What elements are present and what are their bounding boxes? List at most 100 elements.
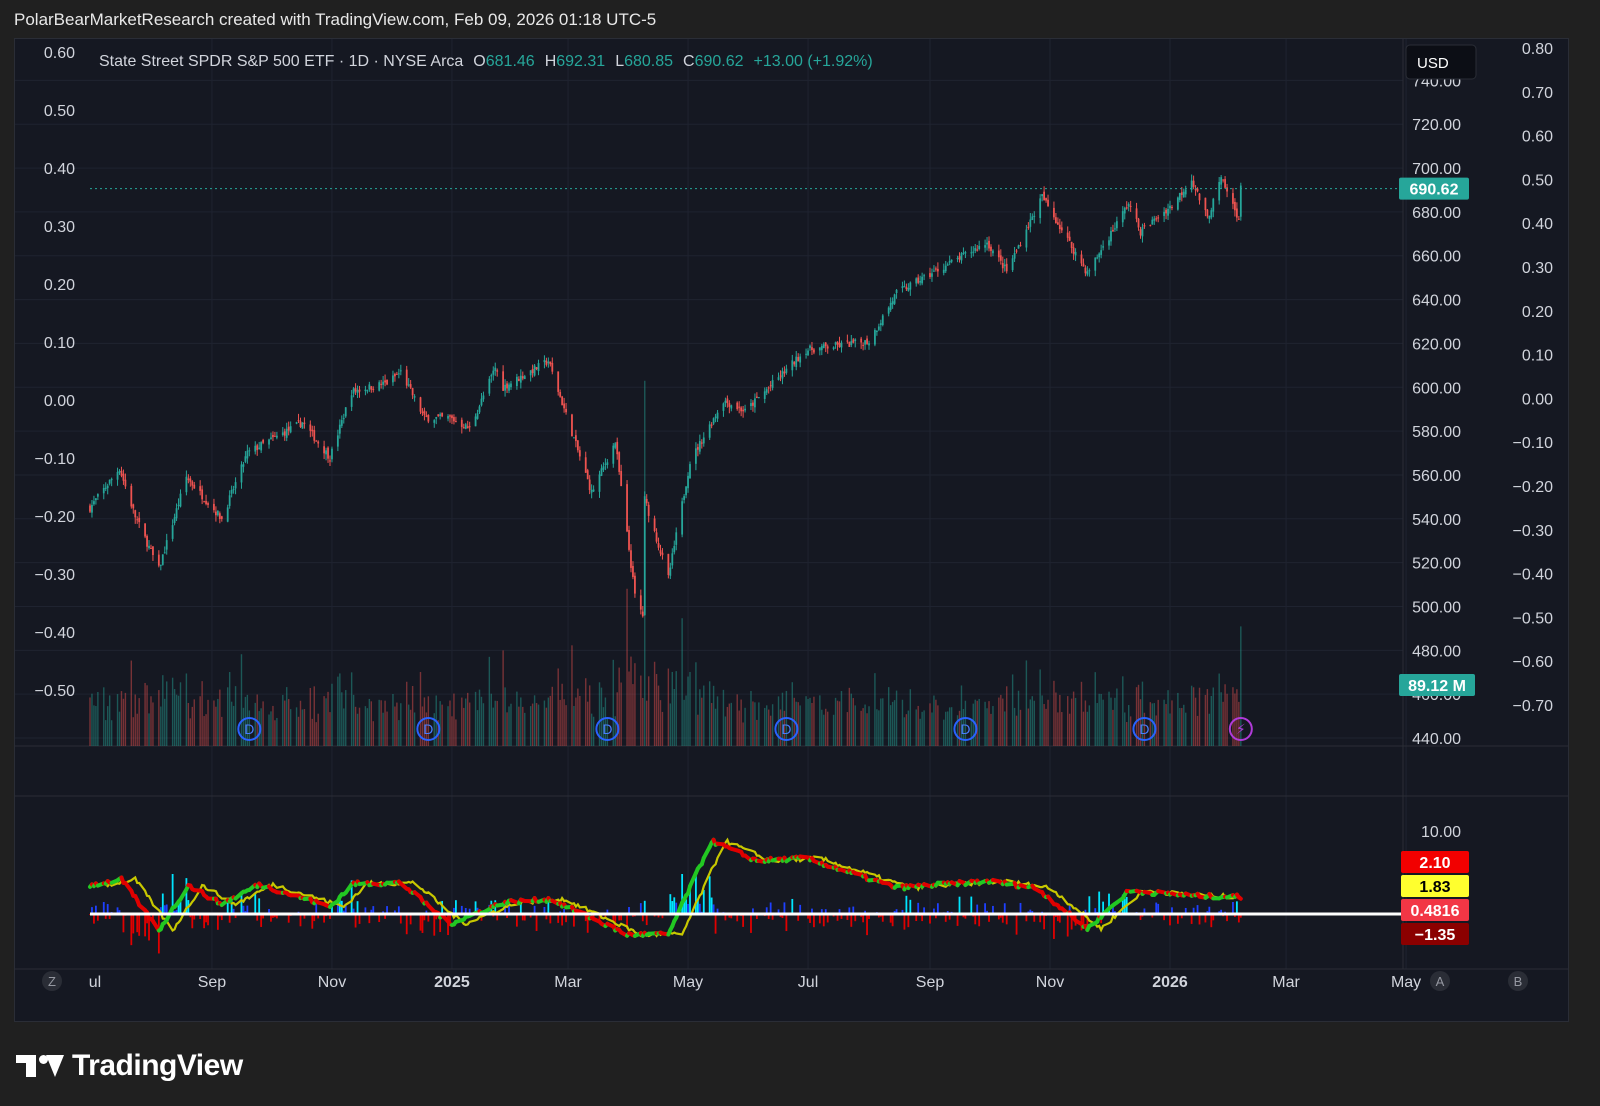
candle[interactable] xyxy=(338,419,341,439)
candle[interactable] xyxy=(1114,222,1116,232)
candle[interactable] xyxy=(616,437,619,460)
candle[interactable] xyxy=(838,336,841,348)
candle[interactable] xyxy=(260,441,263,454)
candle[interactable] xyxy=(93,495,95,506)
candle[interactable] xyxy=(1029,212,1032,233)
candle[interactable] xyxy=(323,440,325,460)
candle[interactable] xyxy=(299,417,302,428)
candle[interactable] xyxy=(173,513,176,526)
candle[interactable] xyxy=(138,512,141,528)
candle[interactable] xyxy=(433,419,436,428)
candle[interactable] xyxy=(409,380,412,390)
candle[interactable] xyxy=(653,515,656,533)
candle[interactable] xyxy=(519,369,522,389)
candle[interactable] xyxy=(755,392,758,399)
candle[interactable] xyxy=(285,422,288,442)
candle[interactable] xyxy=(1149,224,1152,227)
candle[interactable] xyxy=(466,420,469,429)
candle[interactable] xyxy=(862,342,865,351)
candle[interactable] xyxy=(462,423,465,429)
candle[interactable] xyxy=(455,416,457,423)
candle[interactable] xyxy=(108,479,111,486)
candle[interactable] xyxy=(964,250,967,259)
candle[interactable] xyxy=(834,341,837,349)
candle[interactable] xyxy=(1027,222,1030,230)
candle[interactable] xyxy=(1226,183,1228,198)
candle[interactable] xyxy=(936,262,939,277)
candle[interactable] xyxy=(144,523,146,539)
candle[interactable] xyxy=(752,400,754,412)
candle[interactable] xyxy=(824,341,827,353)
candle[interactable] xyxy=(1198,193,1201,205)
candle[interactable] xyxy=(482,391,485,402)
candle[interactable] xyxy=(327,446,329,463)
candle[interactable] xyxy=(1088,268,1091,277)
candle[interactable] xyxy=(661,548,664,560)
candle[interactable] xyxy=(171,519,174,542)
candle[interactable] xyxy=(215,506,217,522)
candle[interactable] xyxy=(1019,241,1022,247)
candle[interactable] xyxy=(1074,248,1077,262)
candle[interactable] xyxy=(220,515,223,522)
candle[interactable] xyxy=(272,431,274,442)
dividend-event-marker[interactable]: D xyxy=(953,717,978,741)
candle[interactable] xyxy=(848,341,851,347)
candle[interactable] xyxy=(504,379,506,397)
candle[interactable] xyxy=(1102,240,1105,251)
candle[interactable] xyxy=(1153,215,1156,225)
candle[interactable] xyxy=(1232,187,1234,210)
candle[interactable] xyxy=(1082,258,1085,267)
dividend-event-marker[interactable]: D xyxy=(237,717,262,741)
candle[interactable] xyxy=(710,422,713,429)
candle[interactable] xyxy=(1025,224,1028,252)
dividend-event-marker[interactable]: D xyxy=(595,717,620,741)
candle[interactable] xyxy=(903,280,906,288)
candle[interactable] xyxy=(809,344,811,351)
candle[interactable] xyxy=(877,323,880,332)
candle[interactable] xyxy=(157,550,160,568)
candle[interactable] xyxy=(1165,207,1167,220)
candle[interactable] xyxy=(917,274,920,285)
candle[interactable] xyxy=(268,438,270,449)
candle[interactable] xyxy=(1017,244,1020,249)
candle[interactable] xyxy=(960,252,963,264)
candle[interactable] xyxy=(1182,188,1185,198)
candle[interactable] xyxy=(628,525,630,552)
candle[interactable] xyxy=(262,438,265,445)
candle[interactable] xyxy=(673,540,676,555)
candle[interactable] xyxy=(771,374,774,391)
candle[interactable] xyxy=(571,413,573,437)
candle[interactable] xyxy=(309,420,312,438)
candle[interactable] xyxy=(1121,206,1124,228)
candle[interactable] xyxy=(757,397,760,399)
candle[interactable] xyxy=(159,564,162,571)
candle[interactable] xyxy=(854,338,857,348)
candle[interactable] xyxy=(378,380,381,392)
candle[interactable] xyxy=(230,485,233,498)
candle[interactable] xyxy=(331,446,333,463)
candle[interactable] xyxy=(1222,179,1225,183)
candle[interactable] xyxy=(1210,207,1213,220)
candle[interactable] xyxy=(1129,200,1132,213)
candle[interactable] xyxy=(881,314,884,327)
candle[interactable] xyxy=(744,404,746,413)
candle[interactable] xyxy=(923,273,925,281)
candle[interactable] xyxy=(132,503,135,514)
dividend-event-marker[interactable]: D xyxy=(416,717,441,741)
candle[interactable] xyxy=(356,385,359,399)
candle[interactable] xyxy=(1220,175,1223,189)
candle[interactable] xyxy=(405,365,408,389)
candle[interactable] xyxy=(840,340,843,353)
candle[interactable] xyxy=(799,353,802,368)
candle[interactable] xyxy=(915,277,918,287)
candle[interactable] xyxy=(909,281,912,296)
candle[interactable] xyxy=(232,485,235,494)
candle[interactable] xyxy=(270,432,272,440)
candle[interactable] xyxy=(134,509,137,524)
candle[interactable] xyxy=(559,389,562,398)
candle[interactable] xyxy=(242,461,245,473)
candle[interactable] xyxy=(161,554,164,566)
candle[interactable] xyxy=(423,407,426,421)
candle[interactable] xyxy=(342,413,345,424)
candle[interactable] xyxy=(600,464,603,477)
